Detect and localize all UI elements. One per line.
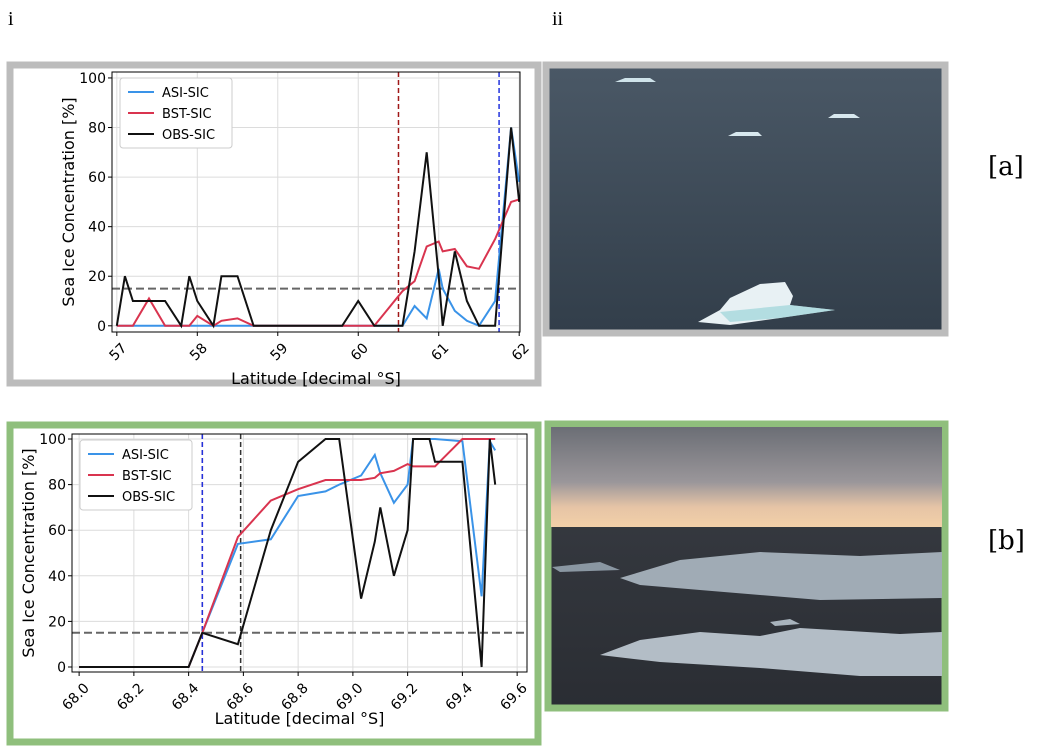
y-tick-label: 60 (48, 523, 66, 539)
y-tick-label: 40 (88, 220, 106, 236)
legend-label: ASI-SIC (122, 448, 169, 463)
panel-label: ii (552, 8, 564, 30)
legend-label: ASI-SIC (162, 86, 209, 101)
legend (79, 439, 193, 511)
frame (6, 421, 542, 746)
y-tick-label: 100 (79, 71, 106, 87)
y-tick-label: 40 (48, 569, 66, 585)
y-tick-label: 100 (39, 432, 66, 448)
legend-label: OBS-SIC (122, 490, 175, 505)
y-tick-label: 20 (48, 614, 66, 630)
y-tick-label: 60 (88, 170, 106, 186)
x-tick-label: 68.2 (114, 680, 147, 713)
series-line (79, 437, 497, 668)
y-tick-label: 0 (97, 319, 106, 335)
frame (6, 61, 542, 387)
y-axis-label: Sea Ice Concentration [%] (59, 97, 78, 306)
legend-label: OBS-SIC (162, 128, 215, 143)
axes-frame (71, 433, 528, 673)
x-tick-label: 60 (348, 340, 372, 364)
y-tick-label: 0 (57, 660, 66, 676)
row-label: [a] (988, 152, 1024, 182)
x-tick-label: 61 (428, 340, 452, 364)
x-axis-label: Latitude [decimal °S] (231, 369, 401, 388)
legend (119, 77, 233, 149)
series-line (115, 127, 521, 329)
y-tick-label: 80 (48, 478, 66, 494)
panel-label: i (8, 8, 14, 30)
legend-label: BST-SIC (122, 469, 172, 484)
axes-frame (111, 71, 521, 333)
plot: 0 20 40 60 80 100 57 58 59 60 61 62 ASI-SIC BST-SIC OB… (59, 71, 533, 388)
legend-label: BST-SIC (162, 107, 212, 122)
y-tick-label: 20 (88, 269, 106, 285)
y-axis-label: Sea Ice Concentration [%] (19, 448, 38, 657)
x-tick-label: 59 (267, 340, 291, 364)
series-line (79, 438, 497, 668)
x-tick-label: 69.4 (443, 680, 476, 713)
x-axis-label: Latitude [decimal °S] (215, 709, 385, 728)
x-tick-label: 69.2 (388, 680, 421, 713)
x-tick-label: 58 (187, 340, 211, 364)
y-tick-label: 80 (88, 121, 106, 137)
series-line (79, 438, 496, 668)
photo (542, 61, 949, 337)
x-tick-label: 62 (509, 340, 533, 364)
x-tick-label: 69.6 (497, 680, 530, 713)
row-label: [b] (988, 526, 1025, 556)
x-tick-label: 68.4 (169, 680, 202, 713)
x-tick-label: 57 (107, 340, 131, 364)
photo (544, 420, 949, 712)
x-tick-label: 68.0 (59, 680, 92, 713)
